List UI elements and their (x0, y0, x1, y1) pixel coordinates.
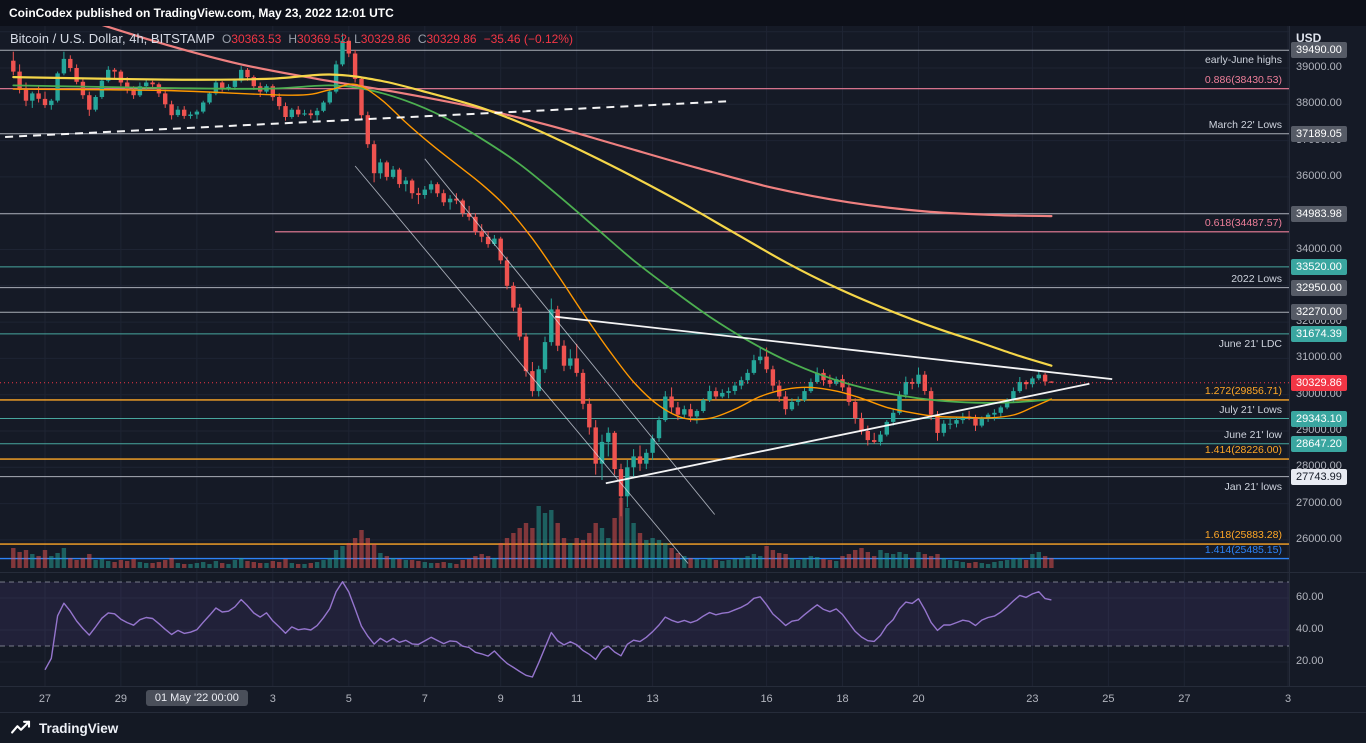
price-level-badge: 32270.00 (1291, 304, 1347, 321)
time-axis-label: 27 (38, 693, 52, 705)
price-axis-tick: 31000.00 (1296, 351, 1342, 364)
indicator-axis-tick: 20.00 (1296, 655, 1324, 667)
level-label: March 22' Lows (1208, 118, 1282, 131)
time-axis-label: 3 (1284, 693, 1292, 705)
ohlc-low: L30329.86 (354, 32, 411, 46)
price-level-badge: 34983.98 (1291, 205, 1347, 222)
time-axis-label: 25 (1102, 693, 1115, 705)
level-label: 1.414(28226.00) (1204, 444, 1282, 457)
attribution-bar: CoinCodex published on TradingView.com, … (0, 0, 1366, 26)
level-label: 1.272(29856.71) (1204, 384, 1282, 397)
time-axis-label: 7 (421, 693, 428, 705)
tradingview-logo-icon[interactable] (10, 720, 32, 736)
axis-currency-label: USD (1296, 31, 1322, 45)
time-axis-label: 23 (1026, 693, 1039, 705)
price-level-badge: 31674.39 (1291, 325, 1347, 342)
tradingview-brand[interactable]: TradingView (39, 720, 119, 736)
level-label: 1.618(25883.28) (1204, 529, 1282, 542)
price-level-badge: 37189.05 (1291, 125, 1347, 142)
level-label: 1.414(25485.15) (1204, 543, 1282, 556)
level-label: 0.886(38430.53) (1204, 73, 1282, 86)
price-axis-tick: 39000.00 (1296, 61, 1342, 73)
time-axis-label: 13 (646, 693, 659, 705)
level-label: June 21' LDC (1218, 337, 1282, 350)
current-price-badge: 30329.86 (1291, 374, 1347, 391)
price-axis-tick: 36000.00 (1296, 169, 1342, 182)
price-axis-tick: 27000.00 (1296, 496, 1342, 509)
time-axis-label: 18 (836, 693, 849, 705)
ohlc-high: H30369.52 (288, 32, 348, 46)
time-axis-label: 9 (497, 693, 504, 705)
price-axis-tick: 34000.00 (1296, 242, 1342, 255)
footer-bar: TradingView (0, 712, 1366, 743)
attribution-text: CoinCodex published on TradingView.com, … (9, 6, 394, 20)
price-axis[interactable]: USD 39000.0038000.0037000.0036000.003400… (1289, 26, 1366, 686)
symbol-title[interactable]: Bitcoin / U.S. Dollar, 4h, BITSTAMP (10, 31, 215, 46)
indicator-axis-tick: 40.00 (1296, 623, 1324, 635)
time-axis-label: 3 (269, 693, 276, 705)
level-label: 2022 Lows (1231, 272, 1282, 285)
time-axis-label: 11 (570, 693, 583, 705)
level-label: July 21' Lows (1219, 403, 1282, 416)
indicator-axis-tick: 60.00 (1296, 591, 1324, 603)
price-level-badge: 29343.10 (1291, 410, 1347, 427)
change-value: −35.46 (−0.12%) (483, 32, 573, 46)
time-axis-label: 29 (114, 693, 128, 705)
time-axis-label: 5 (345, 693, 352, 705)
price-level-badge: 33520.00 (1291, 258, 1347, 275)
price-axis-tick: 38000.00 (1296, 97, 1342, 110)
level-label: June 21' low (1223, 428, 1282, 441)
price-level-badge: 28647.20 (1291, 435, 1347, 452)
ohlc-close: C30329.86 (417, 32, 477, 46)
time-axis-label: 20 (912, 693, 925, 705)
level-label: early-June highs (1204, 54, 1282, 67)
level-label: 0.618(34487.57) (1204, 216, 1282, 229)
time-highlight-badge: 01 May '22 00:00 (145, 690, 248, 706)
time-axis-label: 27 (1178, 693, 1191, 705)
ohlc-open: O30363.53 (221, 32, 282, 46)
price-level-badge: 27743.99 (1291, 468, 1347, 485)
time-axis-label: 16 (760, 693, 773, 705)
level-label: Jan 21' lows (1224, 480, 1282, 493)
price-axis-tick: 26000.00 (1296, 532, 1342, 545)
time-axis[interactable]: 01 May '22 00:00 2729May '22357911131618… (0, 686, 1366, 712)
price-level-badge: 39490.00 (1291, 42, 1347, 59)
price-axis-tick: 29000.00 (1296, 424, 1342, 436)
price-level-badge: 32950.00 (1291, 279, 1347, 296)
symbol-legend[interactable]: Bitcoin / U.S. Dollar, 4h, BITSTAMP O303… (10, 31, 573, 46)
